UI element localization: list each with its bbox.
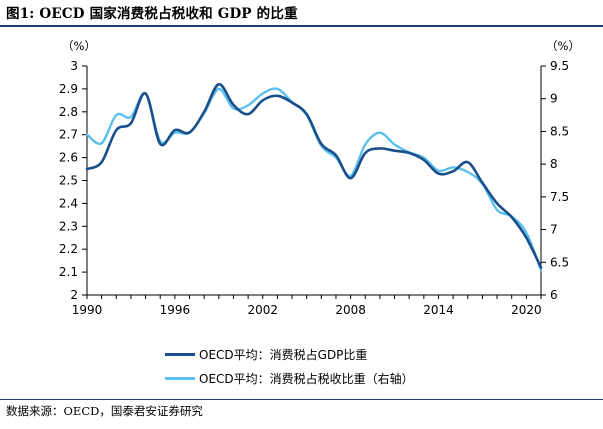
legend-label-gdp: OECD平均：消费税占GDP比重 — [199, 347, 368, 362]
chart-legend: OECD平均：消费税占GDP比重 OECD平均：消费税占税收比重（右轴） — [165, 342, 414, 390]
x-tick-label: 1996 — [160, 303, 191, 317]
y-left-unit-label: （%） — [62, 39, 96, 53]
x-tick-label: 2008 — [335, 303, 366, 317]
chart-lines — [85, 83, 543, 272]
chart-area: 2 2.1 2.2 2.3 2.4 2.5 2.6 2.7 2.8 2.9 3 6 6.5 7 7.5 8 8.… — [59, 39, 580, 317]
title-divider — [0, 25, 603, 27]
y-right-tick-label: 8.5 — [550, 124, 569, 138]
y-left-tick-label: 2.2 — [59, 242, 78, 256]
y-left-tick-label: 2.9 — [59, 82, 78, 96]
legend-item-gdp: OECD平均：消费税占GDP比重 — [165, 342, 414, 366]
y-left-tick-label: 2.7 — [59, 128, 78, 142]
legend-label-tax: OECD平均：消费税占税收比重（右轴） — [199, 371, 414, 386]
y-left-tick-label: 2.5 — [59, 174, 78, 188]
y-left-tick-label: 2.3 — [59, 219, 78, 233]
legend-swatch-tax — [165, 376, 195, 380]
legend-item-tax: OECD平均：消费税占税收比重（右轴） — [165, 366, 414, 390]
x-tick-label: 2002 — [247, 303, 278, 317]
y-right-tick-label: 6.5 — [550, 255, 569, 269]
y-right-unit-label: （%） — [546, 39, 580, 53]
x-tick-label: 2014 — [423, 303, 454, 317]
figure-title: 图1: OECD 国家消费税占税收和 GDP 的比重 — [6, 6, 298, 22]
y-left-tick-label: 2.4 — [59, 196, 78, 210]
x-tick-label: 2020 — [511, 303, 542, 317]
x-tick-label: 1990 — [72, 303, 103, 317]
y-left-tick-label: 2.1 — [59, 265, 78, 279]
y-left-tick-label: 2.8 — [59, 105, 78, 119]
y-left-tick-label: 2.6 — [59, 151, 78, 165]
y-left-tick-label: 2 — [70, 288, 78, 302]
legend-swatch-gdp — [165, 352, 195, 356]
y-left-tick-label: 3 — [70, 59, 78, 73]
y-right-tick-label: 9 — [550, 92, 558, 106]
chart-axes: 2 2.1 2.2 2.3 2.4 2.5 2.6 2.7 2.8 2.9 3 6 6.5 7 7.5 8 8.… — [59, 39, 580, 317]
data-source: 数据来源：OECD，国泰君安证券研究 — [6, 404, 203, 418]
y-right-tick-label: 8 — [550, 157, 558, 171]
series-line-tax-share — [85, 87, 543, 272]
y-right-tick-label: 6 — [550, 288, 558, 302]
footer-divider — [0, 399, 603, 400]
y-right-tick-label: 7 — [550, 223, 558, 237]
y-right-tick-label: 9.5 — [550, 59, 569, 73]
series-line-gdp-share — [85, 83, 543, 269]
y-right-tick-label: 7.5 — [550, 190, 569, 204]
